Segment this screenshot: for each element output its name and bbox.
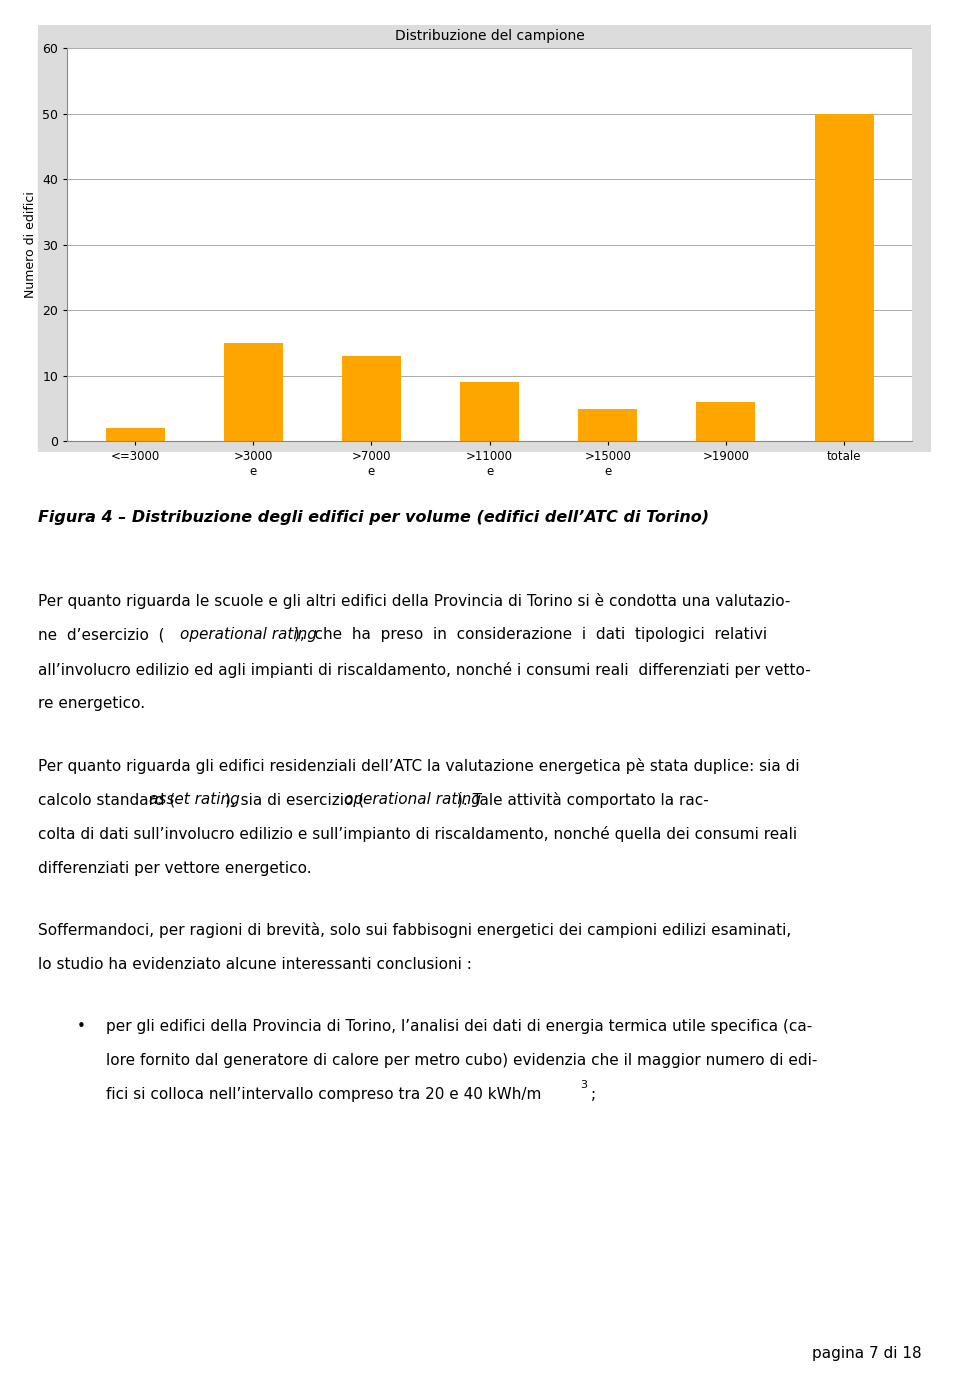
Text: •: •: [77, 1019, 85, 1034]
Text: Per quanto riguarda gli edifici residenziali dell’ATC la valutazione energetica : Per quanto riguarda gli edifici residenz…: [38, 757, 800, 774]
Text: operational rating: operational rating: [344, 792, 481, 807]
Text: asset rating: asset rating: [149, 792, 240, 807]
Text: ;: ;: [590, 1087, 595, 1102]
Text: ), sia di esercizio (: ), sia di esercizio (: [225, 792, 364, 807]
Y-axis label: Numero di edifici: Numero di edifici: [24, 192, 36, 298]
Text: pagina 7 di 18: pagina 7 di 18: [812, 1346, 922, 1361]
Text: operational rating: operational rating: [180, 627, 318, 643]
Text: ne  d’esercizio  (: ne d’esercizio (: [38, 627, 165, 643]
Text: calcolo standard (: calcolo standard (: [38, 792, 176, 807]
Bar: [224, 343, 283, 441]
Bar: [106, 427, 165, 441]
Text: lo studio ha evidenziato alcune interessanti conclusioni :: lo studio ha evidenziato alcune interess…: [38, 957, 472, 972]
Text: all’involucro edilizio ed agli impianti di riscaldamento, nonché i consumi reali: all’involucro edilizio ed agli impianti …: [38, 662, 811, 677]
Text: re energetico.: re energetico.: [38, 696, 146, 712]
Bar: [460, 382, 519, 441]
Text: fici si colloca nell’intervallo compreso tra 20 e 40 kWh/m: fici si colloca nell’intervallo compreso…: [106, 1087, 541, 1102]
Bar: [342, 356, 401, 441]
Text: Per quanto riguarda le scuole e gli altri edifici della Provincia di Torino si è: Per quanto riguarda le scuole e gli altr…: [38, 593, 791, 610]
Text: Soffermandoci, per ragioni di brevità, solo sui fabbisogni energetici dei campio: Soffermandoci, per ragioni di brevità, s…: [38, 923, 792, 939]
Text: differenziati per vettore energetico.: differenziati per vettore energetico.: [38, 860, 312, 876]
X-axis label: Volume [m3]: Volume [m3]: [449, 499, 530, 512]
Text: lore fornito dal generatore di calore per metro cubo) evidenzia che il maggior n: lore fornito dal generatore di calore pe…: [106, 1054, 817, 1067]
Text: colta di dati sull’involucro edilizio e sull’impianto di riscaldamento, nonché q: colta di dati sull’involucro edilizio e …: [38, 826, 798, 843]
Title: Distribuzione del campione: Distribuzione del campione: [395, 29, 585, 43]
Text: ),  che  ha  preso  in  considerazione  i  dati  tipologici  relativi: ), che ha preso in considerazione i dati…: [294, 627, 767, 643]
Text: Figura 4 – Distribuzione degli edifici per volume (edifici dell’ATC di Torino): Figura 4 – Distribuzione degli edifici p…: [38, 510, 709, 525]
Bar: [814, 114, 874, 441]
Text: 3: 3: [580, 1080, 587, 1089]
Text: per gli edifici della Provincia di Torino, l’analisi dei dati di energia termica: per gli edifici della Provincia di Torin…: [106, 1019, 812, 1034]
Bar: [696, 403, 756, 441]
Bar: [578, 408, 637, 441]
Text: ). Tale attività comportato la rac-: ). Tale attività comportato la rac-: [457, 792, 708, 808]
